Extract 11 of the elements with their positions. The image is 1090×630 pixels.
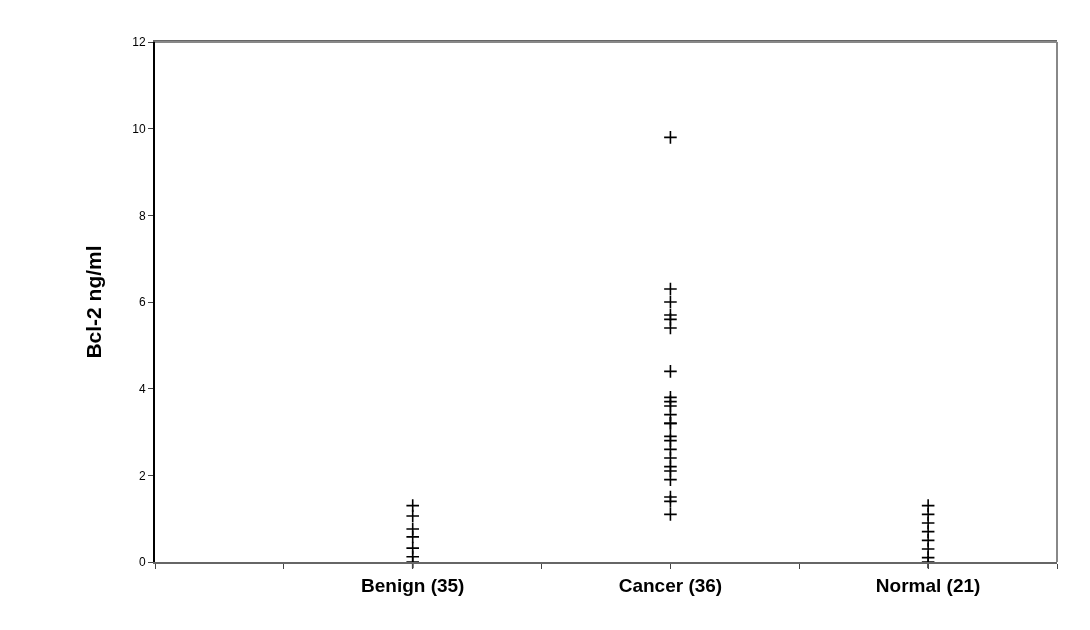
y-tick-label: 4 [138, 381, 146, 396]
y-axis-title: Bcl-2 ng/ml [81, 245, 105, 359]
y-tick-label: 12 [132, 35, 146, 50]
y-tick-label: 6 [138, 295, 146, 310]
y-tick-label: 2 [138, 468, 146, 483]
y-tick-label: 8 [138, 208, 146, 223]
y-tick-label: 0 [138, 555, 146, 570]
x-tick-label: Benign (35) [360, 574, 465, 596]
x-tick-label: Cancer (36) [618, 574, 723, 596]
y-tick-label: 10 [132, 121, 146, 136]
x-tick-label: Normal (21) [875, 574, 981, 596]
